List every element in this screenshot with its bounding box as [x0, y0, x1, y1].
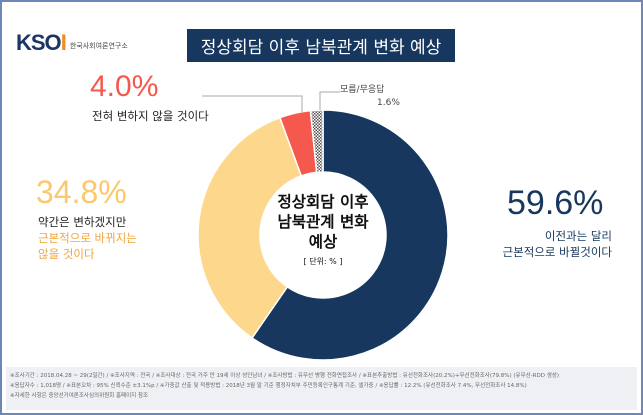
ksoi-logo: KSOI 한국사회여론연구소 [16, 32, 128, 54]
survey-footnote: ※조사기간 : 2018.04.28 ~ 29(2일간) / ※조사지역 : 전… [6, 367, 637, 410]
slice-slight [197, 116, 303, 339]
footnote-line: ※조사기간 : 2018.04.28 ~ 29(2일간) / ※조사지역 : 전… [10, 373, 559, 379]
footnote-line: ※자세한 사항은 중앙선거여론조사심의위원회 홈페이지 참조 [10, 393, 149, 399]
slice-no-answer [309, 109, 324, 174]
category-label-not-change: 전혀 변하지 않을 것이다 [92, 109, 209, 123]
center-line-3: 예상 [308, 233, 338, 251]
footnote-line: ※응답자수 : 1,018명 / ※표본오차 : 95% 신뢰수준 ±3.1%p… [10, 383, 527, 389]
center-label: 정상회담 이후 남북관계 변화 예상 [ 단위: % ] [260, 192, 386, 267]
category-label-slight: 약간은 변하겠지만 근본적으로 바뀌지는 않을 것이다 [38, 215, 137, 261]
category-label-no-answer: 모름/무응답 [340, 85, 385, 95]
category-label-change: 이전과는 달리 근본적으로 바뀔것이다 [502, 229, 612, 259]
leader-line-not-change [202, 95, 303, 112]
leader-line-no-answer [319, 91, 340, 110]
center-line-1: 정상회담 이후 [277, 193, 369, 211]
value-label-not-change: 4.0% [90, 70, 159, 103]
logo-subtitle: 한국사회여론연구소 [69, 42, 128, 50]
slice-change [251, 109, 449, 361]
logo-mark: KSOI [16, 30, 67, 55]
value-label-slight: 34.8% [36, 174, 127, 210]
unit-label: [ 단위: % ] [303, 257, 343, 266]
chart-title: 정상회담 이후 남북관계 변화 예상 [187, 29, 455, 62]
value-label-no-answer: 1.6% [377, 98, 400, 108]
value-label-change: 59.6% [507, 184, 604, 222]
center-line-2: 남북관계 변화 [277, 213, 369, 231]
